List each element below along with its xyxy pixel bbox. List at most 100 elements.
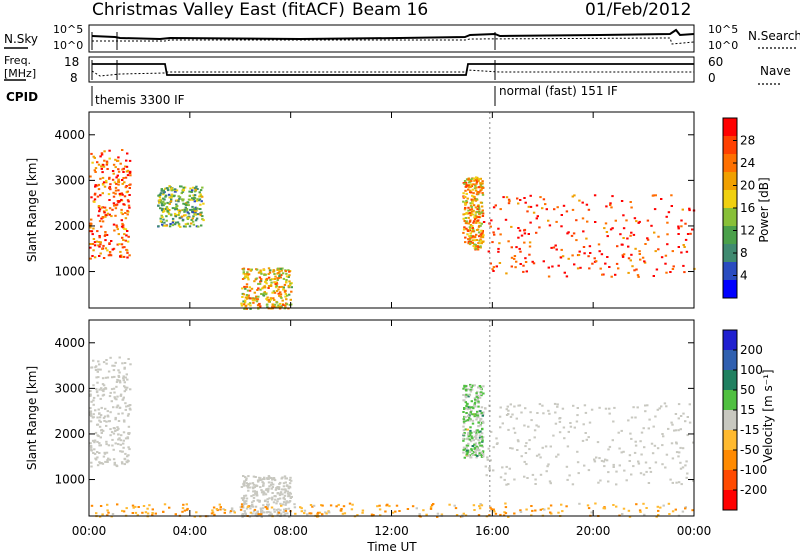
velocity-cell [261,491,264,494]
power-cell [169,223,172,225]
velocity-cell [474,450,477,453]
power-cell [171,188,174,191]
power-cell [491,241,494,244]
velocity-cell [465,393,468,396]
power-cell [259,288,262,291]
velocity-cell [262,504,265,507]
velocity-cell [385,504,388,507]
velocity-cell [474,442,477,445]
velocity-cell [468,413,471,416]
velocity-cell [524,452,528,454]
power-cell [471,213,475,216]
power-cell [164,195,167,198]
power-cell [492,231,495,234]
velocity-cell [473,443,476,446]
velocity-cell [469,450,472,453]
power-cell [515,260,518,263]
power-cell [121,246,125,249]
velocity-cell [463,407,466,409]
power-cell [249,307,252,310]
velocity-cell [656,408,659,411]
power-cell [98,210,101,213]
power-cell [588,267,591,270]
velocity-cell [277,486,281,489]
velocity-cell [474,451,477,454]
power-cell [284,304,287,307]
power-cell [573,194,576,197]
power-cell [170,187,173,190]
velocity-cell [281,493,284,496]
power-cell [175,207,179,210]
power-cell [160,214,163,217]
power-cell [626,237,629,240]
power-cell [542,198,546,201]
power-cell [531,260,534,263]
date-title: 01/Feb/2012 [585,0,691,20]
velocity-cell [361,511,364,514]
power-cell [119,162,122,165]
velocity-cell [108,458,112,461]
power-cell [108,149,111,152]
colorbar-tick-label: 28 [740,134,755,148]
power-cell [470,198,473,201]
power-ylabel: Slant Range [km] [25,158,39,262]
beam-title: Beam 16 [352,0,428,20]
velocity-cell [656,505,659,508]
velocity-cell [230,508,234,511]
velocity-cell [468,407,472,410]
power-cell [497,250,500,253]
power-cell [187,212,191,215]
power-cell [127,200,130,203]
velocity-cell [480,504,484,507]
power-cell [118,194,122,197]
velocity-cell [283,475,287,478]
velocity-cell [549,504,553,507]
velocity-cell [117,420,121,422]
nsky-trace [91,28,695,41]
velocity-cell [124,376,127,379]
colorbar-swatch [723,226,737,245]
velocity-cell [242,499,245,501]
velocity-cell [99,368,102,371]
power-cell [240,302,243,305]
power-cell [105,181,108,184]
velocity-cell [630,473,633,476]
velocity-cell [290,495,293,498]
velocity-cell [286,484,289,487]
velocity-cell [468,414,471,417]
velocity-cell [270,506,274,509]
velocity-cell [684,464,687,467]
velocity-cell [642,427,645,430]
power-cell [481,212,485,215]
power-cell [466,197,469,200]
velocity-cell [477,400,480,403]
power-cell [507,240,510,243]
power-cell [473,197,477,200]
velocity-cell [388,505,391,508]
power-cell [259,269,262,272]
power-cell [196,188,199,190]
power-cell [288,274,291,277]
power-cell [615,262,619,265]
power-cell [551,265,554,268]
velocity-cell [644,410,647,413]
power-cell [285,279,288,281]
y-tick-label: 1000 [54,265,85,279]
power-cell [471,242,474,244]
power-cell [274,275,277,278]
velocity-cell [464,416,467,419]
power-cell [255,277,258,280]
power-cell [481,182,484,185]
velocity-cell [596,441,600,444]
power-cell [576,267,580,270]
velocity-cell [294,512,297,515]
power-cell [125,159,128,162]
power-cell [595,260,598,263]
velocity-cell [109,356,112,359]
velocity-cell [253,486,256,489]
velocity-cell [476,390,479,393]
power-cell [187,216,190,219]
power-cell [114,192,117,195]
power-region-1 [157,185,205,228]
power-cell [469,212,473,215]
